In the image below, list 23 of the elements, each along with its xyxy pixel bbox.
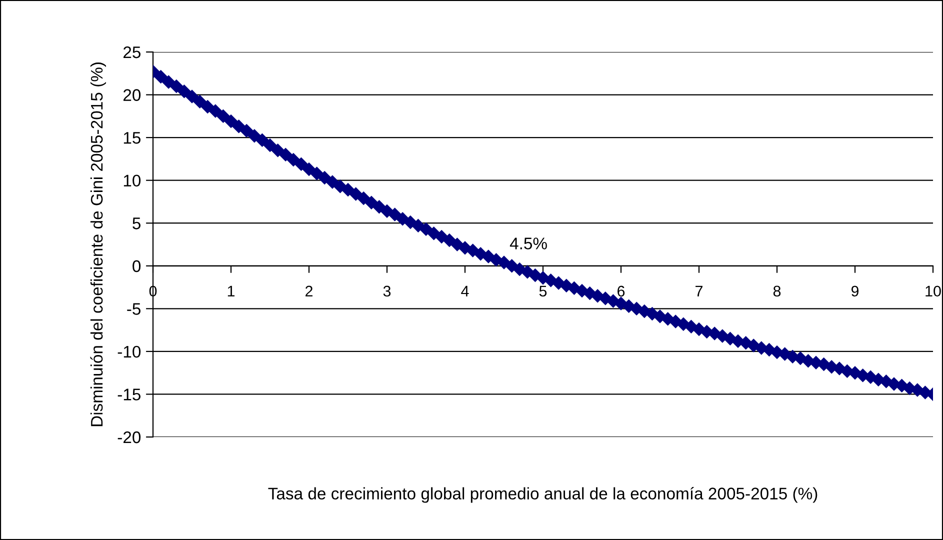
x-tick-label: 10	[926, 286, 941, 297]
x-tick-label: 6	[618, 286, 625, 297]
y-tick-label: 0	[132, 260, 141, 272]
y-tick-label: 25	[123, 46, 140, 58]
x-tick-label: 3	[383, 286, 391, 297]
y-tick-label: 15	[124, 132, 140, 144]
y-axis-title: Disminuión del coeficiente de Gini 2005-2015 (%)	[90, 62, 106, 426]
x-tick-label: 7	[696, 286, 702, 296]
y-tick-label: -10	[118, 346, 141, 358]
y-tick-label: -5	[127, 303, 140, 315]
x-tick-label: 2	[306, 286, 312, 296]
x-axis-title: Tasa de crecimiento global promedio anual de la economía 2005-2015 (%)	[268, 487, 818, 503]
x-tick-label: 9	[851, 286, 859, 297]
y-tick-label: -15	[118, 388, 140, 400]
annotation: 4.5%	[510, 238, 547, 250]
y-tick-label: -20	[118, 431, 141, 444]
y-tick-label: 20	[123, 89, 141, 101]
y-tick-label: 5	[132, 218, 140, 230]
x-tick-label: 1	[228, 286, 235, 296]
x-tick-label: 8	[773, 286, 781, 297]
y-tick-label: 10	[124, 174, 141, 187]
x-tick-label: 4	[461, 286, 469, 296]
x-tick-label: 5	[539, 286, 547, 297]
